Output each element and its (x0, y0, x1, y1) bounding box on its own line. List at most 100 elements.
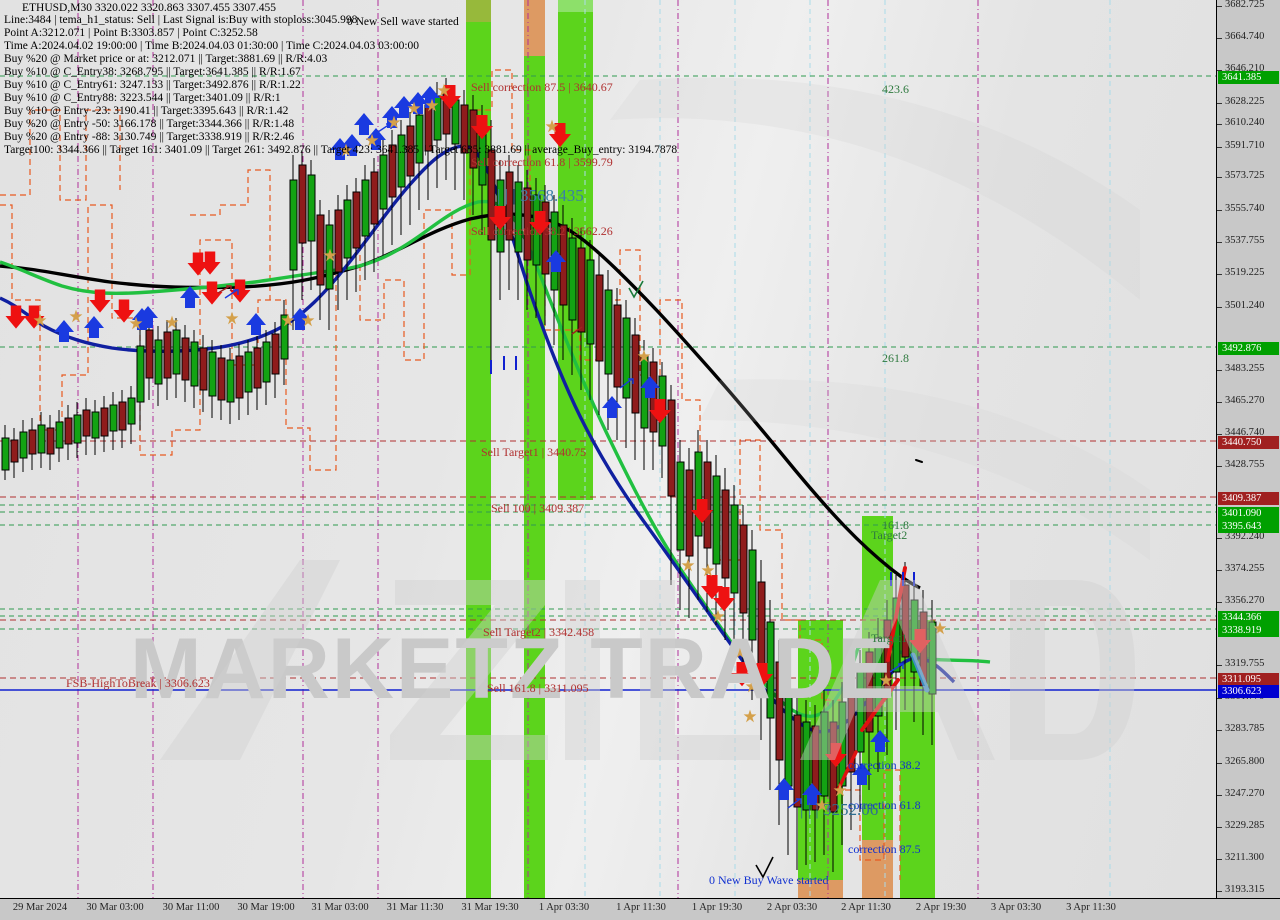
check-icon (628, 280, 644, 299)
star-markers (33, 83, 947, 812)
price-tick (1217, 210, 1222, 211)
price-tick (1217, 274, 1222, 275)
sell-100: Sell 100 | 3409.387 (491, 501, 585, 515)
price-tick (1217, 307, 1222, 308)
price-tick-label: 3319.755 (1225, 658, 1265, 669)
price-tick (1217, 177, 1222, 178)
sell-correction-618: Sell correction 61.8 | 3599.79 (471, 155, 613, 169)
price-tick-label: 3573.725 (1225, 170, 1265, 181)
price-tick-label: 3682.725 (1225, 0, 1265, 10)
price-tick (1217, 70, 1222, 71)
price-level-badge[interactable]: 3401.090 (1218, 507, 1279, 520)
price-tick-label: 3392.240 (1225, 531, 1265, 542)
price-tick-label: 3628.225 (1225, 96, 1265, 107)
time-tick-label: 3 Apr 03:30 (990, 902, 1042, 913)
correction-875: correction 87.5 (848, 842, 921, 856)
time-tick-label: 1 Apr 19:30 (691, 902, 743, 913)
time-tick-label: 1 Apr 03:30 (538, 902, 590, 913)
price-tick (1217, 466, 1222, 467)
price-tick-label: 3610.240 (1225, 117, 1265, 128)
price-tick-label: 3465.270 (1225, 395, 1265, 406)
price-tick-label: 3193.315 (1225, 884, 1265, 895)
time-tick-label: 30 Mar 03:00 (86, 902, 144, 913)
check-icon-2 (755, 856, 774, 879)
price-tick (1217, 538, 1222, 539)
price-tick-label: 3591.710 (1225, 140, 1265, 151)
fib-161: 161.8 (882, 518, 909, 532)
time-tick-label: 2 Apr 11:30 (841, 902, 891, 913)
time-tick-label: 29 Mar 2024 (12, 902, 68, 913)
price-tick (1217, 795, 1222, 796)
tick-markers (490, 356, 915, 586)
chart-canvas (0, 0, 1216, 898)
time-tick-label: 31 Mar 11:30 (386, 902, 444, 913)
price-tick-label: 3265.800 (1225, 756, 1265, 767)
price-tick-label: 3483.255 (1225, 363, 1265, 374)
chart-plot-area[interactable]: MARKETZ TRADE ETHUSD,M30 3320.022 3320.8… (0, 0, 1217, 899)
price-level-badge[interactable]: 3311.095 (1218, 673, 1279, 686)
price-tick-label: 3428.755 (1225, 459, 1265, 470)
fib-423: 423.6 (882, 82, 909, 96)
time-tick-label: 31 Mar 03:00 (311, 902, 369, 913)
price-callout-3252: | | | 3252.06 (800, 800, 879, 819)
price-level-badge[interactable]: 3440.750 (1218, 436, 1279, 449)
price-tick (1217, 665, 1222, 666)
price-tick (1217, 434, 1222, 435)
price-level-badge[interactable]: 3338.919 (1218, 624, 1279, 637)
price-level-badge[interactable]: 3492.876 (1218, 342, 1279, 355)
new-buy-wave: 0 New Buy Wave started (709, 873, 829, 887)
price-tick (1217, 698, 1222, 699)
price-tick-label: 3555.740 (1225, 203, 1265, 214)
price-tick (1217, 103, 1222, 104)
price-tick (1217, 602, 1222, 603)
price-level-badge[interactable]: 3344.366 (1218, 611, 1279, 624)
price-tick (1217, 402, 1222, 403)
correction-382: correction 38.2 (848, 758, 921, 772)
target1-label: Target1 (871, 631, 908, 645)
target2-label: Target2 (871, 528, 908, 542)
price-tick-label: 3501.240 (1225, 300, 1265, 311)
sell-1618: Sell 161.8 | 3311.095 (487, 681, 589, 695)
price-tick-label: 3646.210 (1225, 63, 1265, 74)
buy-sell-arrows (5, 85, 931, 809)
price-level-badge[interactable]: 3641.385 (1218, 71, 1279, 84)
price-tick-label: 3537.755 (1225, 235, 1265, 246)
fib-261: 261.8 (882, 351, 909, 365)
price-tick (1217, 827, 1222, 828)
price-level-badge[interactable]: 3409.387 (1218, 492, 1279, 505)
price-tick (1217, 124, 1222, 125)
trend-rays (836, 459, 930, 792)
time-tick-label: 30 Mar 19:00 (237, 902, 295, 913)
price-tick (1217, 370, 1222, 371)
watermark-text: MARKETZ TRADE (130, 621, 897, 717)
time-tick-label: 31 Mar 19:30 (461, 902, 519, 913)
time-tick-label: 3 Apr 11:30 (1066, 902, 1116, 913)
price-callout-3568: | | | 3568.435 (497, 186, 584, 205)
sell-target1: Sell Target1 | 3440.75 (481, 445, 587, 459)
price-tick (1217, 242, 1222, 243)
price-tick-label: 3229.285 (1225, 820, 1265, 831)
price-tick-label: 3664.740 (1225, 31, 1265, 42)
fsb-high-to-break: FSB-HighToBreak | 3306.623 (66, 676, 210, 690)
price-tick (1217, 730, 1222, 731)
price-tick-label: 3446.740 (1225, 427, 1265, 438)
price-tick-label: 3356.270 (1225, 595, 1265, 606)
price-axis[interactable]: 3682.725 3664.740 3646.210 3628.225 3610.240… (1217, 0, 1280, 899)
price-level-badge[interactable]: 3395.643 (1218, 520, 1279, 533)
time-axis[interactable]: 29 Mar 2024 30 Mar 03:00 30 Mar 11:00 30 Ma… (0, 899, 1280, 920)
sell-correction-875: Sell correction 87.5 | 3640.67 (471, 80, 613, 94)
price-tick (1217, 38, 1222, 39)
price-tick-label: 3211.300 (1225, 852, 1264, 863)
price-tick-label: 3374.255 (1225, 563, 1265, 574)
sell-target2: Sell Target2 | 3342.458 (483, 625, 595, 639)
price-tick (1217, 891, 1222, 892)
price-level-badge[interactable]: 3306.623 (1218, 685, 1279, 698)
time-tick-label: 2 Apr 03:30 (766, 902, 818, 913)
correction-618: correction 61.8 (848, 798, 921, 812)
price-tick (1217, 147, 1222, 148)
price-tick-label: 3519.225 (1225, 267, 1265, 278)
time-tick-label: 1 Apr 11:30 (616, 902, 666, 913)
time-tick-label: 30 Mar 11:00 (162, 902, 220, 913)
price-tick (1217, 6, 1222, 7)
